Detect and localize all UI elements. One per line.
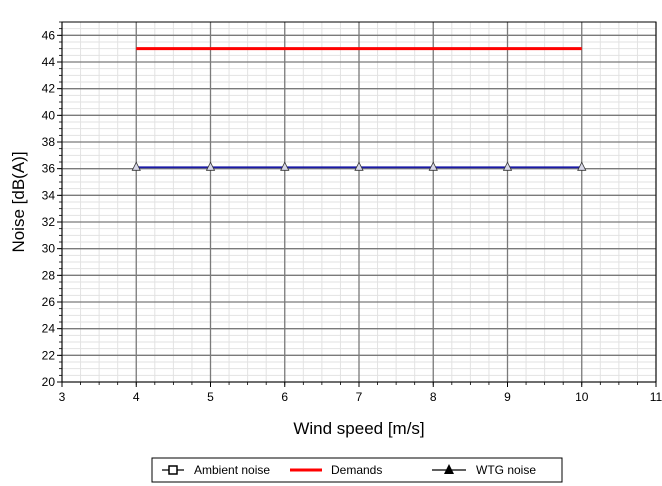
y-tick-label: 28 bbox=[42, 268, 56, 282]
wtg-noise-point bbox=[354, 161, 364, 171]
x-tick-label: 10 bbox=[575, 390, 589, 404]
y-axis-title: Noise [dB(A)] bbox=[9, 151, 28, 252]
y-tick-label: 30 bbox=[42, 242, 56, 256]
major-grid bbox=[61, 22, 657, 383]
wtg-noise-point bbox=[131, 161, 141, 171]
legend-square-marker bbox=[168, 465, 178, 475]
series-layer bbox=[131, 47, 587, 171]
wtg-noise-point bbox=[428, 161, 438, 171]
legend-label: Ambient noise bbox=[194, 463, 270, 477]
legend-label: WTG noise bbox=[476, 463, 536, 477]
x-tick-label: 11 bbox=[650, 390, 662, 404]
legend-triangle-marker bbox=[444, 464, 454, 474]
y-axis-ticks: 20 22 24 26 28 30 32 34 36 38 40 42 44 46 bbox=[42, 21, 62, 389]
y-tick-label: 20 bbox=[42, 375, 56, 389]
x-tick-label: 3 bbox=[59, 390, 66, 404]
y-tick-label: 36 bbox=[42, 162, 56, 176]
y-tick-label: 24 bbox=[42, 322, 56, 336]
y-tick-label: 44 bbox=[42, 55, 56, 69]
x-axis-title: Wind speed [m/s] bbox=[293, 419, 424, 438]
wtg-noise-point bbox=[577, 161, 587, 171]
y-tick-label: 42 bbox=[42, 82, 56, 96]
y-tick-label: 38 bbox=[42, 135, 56, 149]
legend: Ambient noise Demands WTG noise bbox=[151, 457, 563, 483]
y-tick-label: 32 bbox=[42, 215, 56, 229]
x-tick-label: 7 bbox=[356, 390, 363, 404]
x-axis-ticks: 3 4 5 6 7 8 9 10 11 bbox=[59, 382, 662, 404]
y-tick-label: 22 bbox=[42, 348, 56, 362]
x-tick-label: 9 bbox=[504, 390, 511, 404]
wtg-noise-point bbox=[502, 161, 513, 171]
wtg-noise-point bbox=[205, 161, 216, 171]
wtg-noise-point bbox=[280, 161, 290, 171]
y-tick-label: 34 bbox=[42, 188, 56, 202]
x-tick-label: 8 bbox=[430, 390, 437, 404]
legend-label: Demands bbox=[331, 463, 382, 477]
legend-box bbox=[151, 457, 563, 483]
y-tick-label: 46 bbox=[42, 28, 56, 42]
x-tick-label: 6 bbox=[281, 390, 288, 404]
x-tick-label: 4 bbox=[133, 390, 140, 404]
y-tick-label: 26 bbox=[42, 295, 56, 309]
x-tick-label: 5 bbox=[207, 390, 214, 404]
y-tick-label: 40 bbox=[42, 108, 56, 122]
